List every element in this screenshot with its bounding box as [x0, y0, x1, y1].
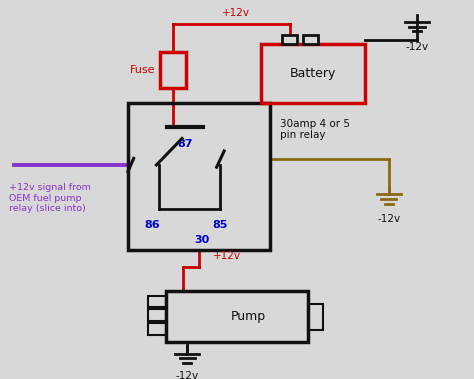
- Bar: [261, 44, 365, 103]
- Bar: [148, 296, 166, 307]
- Text: Pump: Pump: [231, 310, 266, 323]
- Bar: [283, 35, 298, 44]
- Text: 86: 86: [145, 220, 160, 230]
- Text: -12v: -12v: [176, 371, 199, 379]
- Text: -12v: -12v: [377, 214, 400, 224]
- Text: Fuse: Fuse: [129, 65, 155, 75]
- Bar: [303, 35, 319, 44]
- Text: 87: 87: [177, 139, 192, 149]
- Bar: [148, 323, 166, 335]
- Text: -12v: -12v: [406, 42, 428, 52]
- Text: Battery: Battery: [290, 67, 336, 80]
- Bar: [160, 52, 186, 88]
- Bar: [166, 291, 308, 343]
- Text: +12v: +12v: [213, 251, 241, 262]
- Text: +12v: +12v: [222, 8, 250, 19]
- Text: 30: 30: [194, 235, 210, 245]
- Text: 85: 85: [213, 220, 228, 230]
- Bar: [128, 103, 270, 251]
- Bar: [148, 310, 166, 321]
- Text: 30amp 4 or 5
pin relay: 30amp 4 or 5 pin relay: [280, 119, 350, 141]
- Text: +12v signal from
OEM fuel pump
relay (slice into): +12v signal from OEM fuel pump relay (sl…: [9, 183, 91, 213]
- Bar: [308, 304, 323, 330]
